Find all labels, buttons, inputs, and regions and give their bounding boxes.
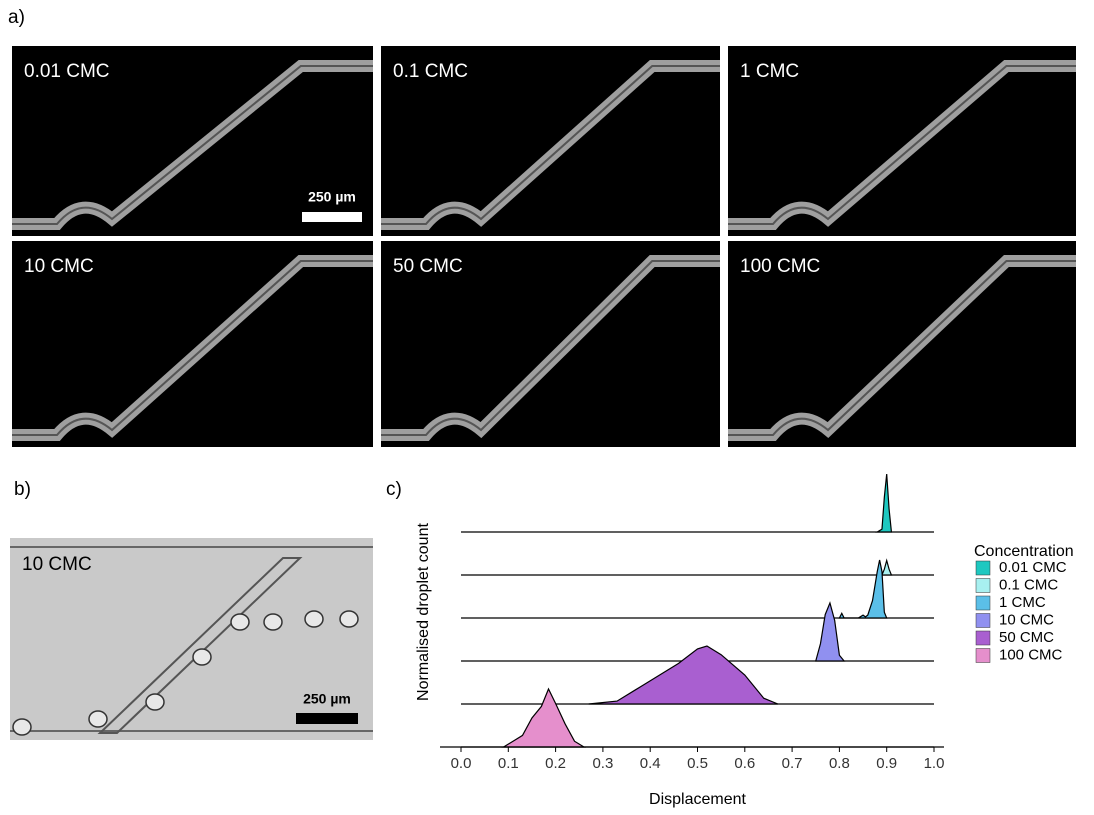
- channel-edge: [12, 65, 373, 225]
- channel-edge: [381, 65, 720, 225]
- image-label: 50 CMC: [393, 256, 463, 277]
- micrograph: [381, 46, 720, 236]
- droplet: [304, 610, 324, 628]
- image-label: 10 CMC: [22, 554, 92, 575]
- micrograph: [381, 241, 720, 447]
- x-tick-label: 0.8: [829, 755, 850, 772]
- x-tick-label: 0.9: [876, 755, 897, 772]
- x-tick-label: 0.5: [687, 755, 708, 772]
- panel-label: c): [386, 479, 402, 500]
- legend-label: 1 CMC: [999, 594, 1046, 611]
- droplet: [263, 613, 283, 631]
- x-tick-label: 1.0: [924, 755, 945, 772]
- droplet: [88, 710, 108, 728]
- micrograph: [12, 46, 373, 236]
- density-ridge: [838, 559, 888, 619]
- droplet: [12, 718, 32, 736]
- image-label: 0.01 CMC: [24, 61, 110, 82]
- channel-edge: [12, 260, 373, 436]
- scale-bar-label: 250 µm: [308, 189, 356, 205]
- image-label: 1 CMC: [740, 61, 799, 82]
- x-axis-title: Displacement: [649, 791, 746, 808]
- micrograph: [10, 538, 373, 740]
- legend-label: 0.01 CMC: [999, 559, 1067, 576]
- x-tick-label: 0.1: [498, 755, 519, 772]
- legend-swatch: [975, 560, 991, 576]
- channel-edge: [728, 65, 1076, 225]
- micrograph: [12, 241, 373, 447]
- density-ridge: [501, 687, 587, 748]
- droplet: [145, 693, 165, 711]
- panel-label: b): [14, 479, 31, 500]
- legend-title: Concentration: [974, 543, 1074, 560]
- legend-label: 100 CMC: [999, 646, 1063, 663]
- micrograph: [728, 241, 1076, 447]
- y-axis-title: Normalised droplet count: [415, 523, 432, 701]
- density-ridge: [588, 645, 779, 705]
- x-tick-label: 0.2: [545, 755, 566, 772]
- image-label: 0.1 CMC: [393, 61, 468, 82]
- image-label: 10 CMC: [24, 256, 94, 277]
- droplet: [230, 613, 250, 631]
- legend-label: 10 CMC: [999, 611, 1054, 628]
- x-tick-label: 0.6: [734, 755, 755, 772]
- scale-bar: [302, 212, 362, 222]
- x-tick-label: 0.4: [640, 755, 661, 772]
- panel-label: a): [8, 7, 25, 28]
- droplet: [192, 648, 212, 666]
- channel-edge: [728, 260, 1076, 436]
- legend-swatch: [975, 613, 991, 628]
- micrograph: [728, 46, 1076, 236]
- legend-label: 0.1 CMC: [999, 576, 1058, 593]
- legend-label: 50 CMC: [999, 629, 1054, 646]
- density-ridge: [814, 601, 846, 662]
- density-ridge: [881, 558, 893, 576]
- x-tick-label: 0.7: [782, 755, 803, 772]
- scale-bar-label: 250 µm: [303, 691, 351, 707]
- droplet: [339, 610, 359, 628]
- channel-edge: [381, 260, 720, 436]
- legend-swatch: [975, 578, 991, 593]
- image-label: 100 CMC: [740, 256, 820, 277]
- density-ridge: [875, 473, 893, 533]
- channel: [97, 557, 303, 734]
- x-tick-label: 0.3: [592, 755, 613, 772]
- legend-swatch: [975, 630, 991, 646]
- legend-swatch: [975, 648, 991, 663]
- legend-swatch: [975, 595, 991, 611]
- x-tick-label: 0.0: [451, 755, 472, 772]
- scale-bar: [296, 713, 358, 724]
